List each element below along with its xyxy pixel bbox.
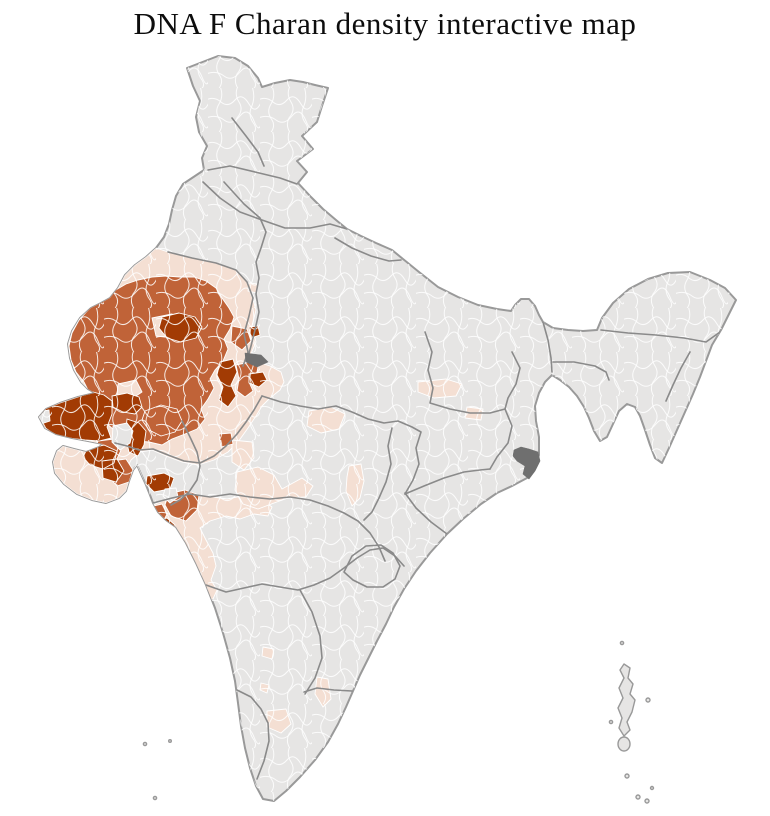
special-regions[interactable] xyxy=(244,352,541,480)
region-special-mangrove-delta[interactable] xyxy=(512,446,541,480)
region-special-capital[interactable] xyxy=(244,352,269,368)
andaman-islands[interactable] xyxy=(608,640,655,804)
lakshadweep-islands[interactable] xyxy=(142,739,172,801)
map-title: DNA F Charan density interactive map xyxy=(133,6,637,41)
state-borders xyxy=(114,117,721,780)
